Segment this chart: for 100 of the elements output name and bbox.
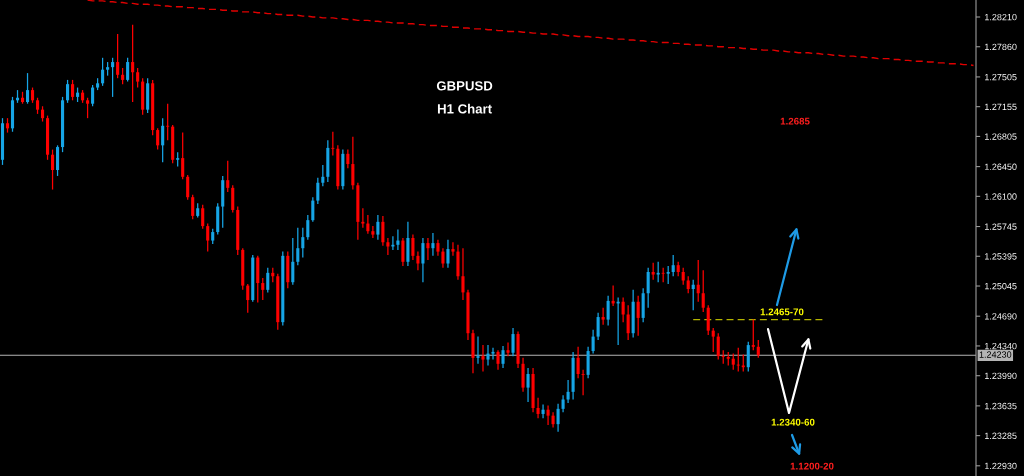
- y-tick-label: 1.22930: [985, 462, 1017, 470]
- annotation: 1.2685: [780, 117, 810, 125]
- candlestick: [101, 57, 105, 87]
- candlestick: [306, 214, 310, 241]
- candlestick: [521, 357, 525, 393]
- candlestick: [536, 397, 540, 419]
- candlestick: [231, 184, 235, 214]
- candlestick: [296, 227, 300, 266]
- candlestick: [656, 261, 660, 283]
- candlestick: [736, 347, 740, 373]
- candlestick: [25, 72, 30, 105]
- candlestick: [311, 196, 315, 223]
- y-tick-label: 1.27860: [985, 43, 1017, 51]
- y-tick-label: 1.23990: [985, 372, 1017, 380]
- candlestick: [266, 267, 270, 294]
- candlestick: [711, 327, 715, 353]
- candlestick: [451, 241, 455, 257]
- candlestick: [706, 304, 710, 336]
- y-tick-label: 1.26100: [985, 193, 1017, 200]
- candlestick: [66, 79, 70, 104]
- candlestick: [696, 259, 700, 303]
- candlestick: [476, 335, 480, 365]
- candlestick: [186, 174, 190, 201]
- candlestick: [161, 117, 165, 163]
- candlestick: [386, 237, 390, 256]
- candlestick: [381, 215, 385, 247]
- candlestick: [226, 160, 230, 193]
- candlestick: [746, 341, 750, 373]
- candlestick: [376, 214, 380, 241]
- candlestick: [506, 341, 510, 357]
- candlestick: [181, 131, 185, 180]
- y-tick-label: 1.27155: [985, 103, 1017, 111]
- candlestick: [431, 232, 435, 257]
- candlestick: [71, 79, 75, 101]
- candlestick: [291, 237, 295, 286]
- candlestick: [606, 295, 610, 327]
- candlestick: [486, 344, 490, 367]
- annotation: 1.2340-60: [771, 418, 815, 426]
- candlestick: [156, 127, 160, 151]
- candlestick: [441, 247, 445, 269]
- candlestick: [716, 332, 720, 361]
- candlestick: [136, 67, 140, 89]
- candlestick: [556, 403, 560, 433]
- candlestick: [116, 33, 120, 79]
- candlestick: [331, 131, 335, 157]
- candlestick: [541, 403, 545, 419]
- y-tick-label: 1.26805: [985, 133, 1017, 140]
- candlestick: [111, 57, 115, 98]
- candlestick: [496, 349, 500, 371]
- y-tick-label: 1.23635: [985, 402, 1017, 410]
- candlestick: [526, 367, 530, 403]
- candlestick: [206, 222, 210, 253]
- candlestick: [351, 136, 355, 191]
- candlestick: [166, 103, 170, 141]
- candlestick: [586, 346, 590, 379]
- candlestick: [596, 312, 600, 341]
- y-tick-label: 1.25045: [985, 282, 1017, 290]
- text: GBPUSD: [436, 81, 493, 91]
- y-tick-label: 1.24690: [985, 313, 1017, 320]
- text: H1 Chart: [437, 103, 492, 114]
- candlestick: [371, 225, 375, 239]
- candlestick: [636, 295, 640, 337]
- candlestick: [391, 235, 395, 251]
- candlestick: [576, 346, 580, 379]
- y-tick-label: 1.27505: [985, 73, 1017, 81]
- candlestick: [406, 221, 410, 267]
- candlestick: [56, 144, 60, 177]
- candlestick: [261, 277, 265, 301]
- annotation: 1.2465-70: [760, 308, 804, 316]
- candlestick: [546, 404, 550, 426]
- candlestick: [511, 327, 515, 357]
- ref-line-label: 1.24230: [979, 351, 1012, 358]
- line-series: [86, 0, 975, 67]
- candlestick: [86, 97, 90, 119]
- candlestick: [51, 148, 55, 191]
- candlestick: [491, 347, 495, 361]
- candlestick: [701, 269, 705, 313]
- candlestick: [566, 379, 570, 404]
- candlestick: [461, 247, 465, 301]
- candlestick: [246, 283, 250, 314]
- candlestick: [346, 148, 350, 169]
- candlestick: [671, 254, 675, 277]
- candlestick: [201, 204, 205, 230]
- candlestick: [91, 84, 95, 107]
- candlestick: [401, 237, 405, 267]
- candlestick: [316, 177, 320, 205]
- annotation: 1.1200-20: [790, 462, 834, 470]
- candlestick: [691, 279, 695, 311]
- candlestick: [416, 250, 420, 271]
- candlestick: [621, 296, 625, 323]
- candlestick: [751, 318, 755, 351]
- candlestick: [126, 57, 130, 83]
- y-tick-label: 1.25745: [985, 223, 1017, 230]
- candlestick: [626, 304, 630, 341]
- y-tick-label: 1.23285: [985, 432, 1017, 439]
- candlestick: [591, 329, 595, 355]
- y-tick-label: 1.26450: [985, 163, 1017, 170]
- candlestick: [321, 164, 325, 187]
- y-tick-label: 1.24340: [985, 342, 1017, 350]
- candlestick: [481, 344, 485, 373]
